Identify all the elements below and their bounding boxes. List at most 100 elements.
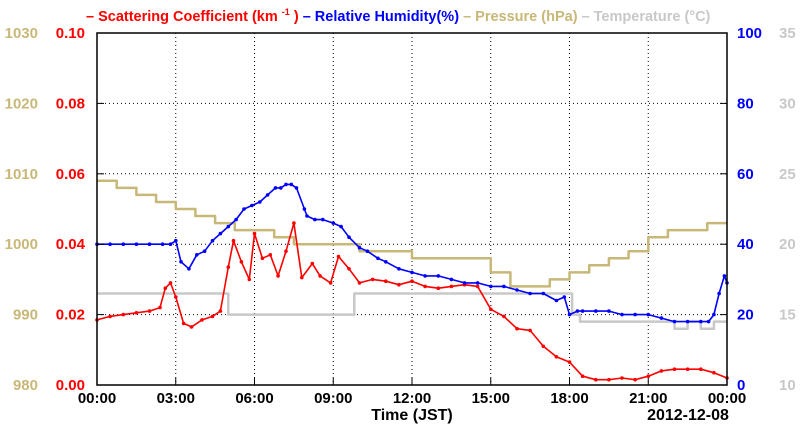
legend-temperature: – Temperature (°C) (582, 9, 711, 25)
data-point-scattering-coefficient (436, 286, 441, 291)
x-axis-title: Time (JST) (371, 407, 453, 424)
data-point-scattering-coefficient (276, 274, 280, 278)
data-point-relative-humidity (659, 316, 664, 320)
data-point-scattering-coefficient (410, 279, 414, 284)
data-point-relative-humidity (722, 274, 727, 278)
data-point-relative-humidity (339, 224, 343, 229)
scattering-tick-label: 0.02 (56, 307, 85, 324)
data-point-scattering-coefficient (699, 367, 703, 372)
data-point-relative-humidity (567, 312, 572, 317)
x-tick-label: 21:00 (629, 390, 667, 407)
data-point-scattering-coefficient (672, 367, 677, 372)
data-point-relative-humidity (436, 274, 441, 278)
scattering-tick-label: 0.10 (56, 25, 85, 42)
data-point-scattering-coefficient (370, 277, 375, 282)
data-point-relative-humidity (423, 274, 427, 278)
data-point-scattering-coefficient (284, 249, 288, 253)
data-point-relative-humidity (179, 260, 183, 264)
data-point-scattering-coefficient (310, 261, 315, 266)
data-point-scattering-coefficient (200, 318, 204, 322)
data-point-scattering-coefficient (218, 309, 223, 313)
data-point-scattering-coefficient (449, 284, 454, 289)
data-point-scattering-coefficient (397, 282, 401, 287)
temperature-tick-label: 10 (779, 377, 796, 394)
data-point-relative-humidity (134, 242, 139, 246)
data-point-scattering-coefficient (541, 344, 546, 349)
data-point-scattering-coefficient (239, 260, 244, 264)
data-point-relative-humidity (672, 319, 677, 324)
data-point-scattering-coefficient (134, 311, 139, 315)
data-point-scattering-coefficient (163, 286, 168, 291)
humidity-tick-label: 20 (737, 307, 754, 324)
data-point-relative-humidity (210, 238, 215, 243)
x-tick-label: 06:00 (235, 390, 273, 407)
data-point-scattering-coefficient (181, 321, 186, 326)
data-point-relative-humidity (365, 249, 370, 253)
legend-scattering: – Scattering Coefficient (km (86, 9, 278, 25)
data-point-relative-humidity (234, 217, 238, 222)
data-point-relative-humidity (279, 186, 283, 190)
data-point-scattering-coefficient (633, 377, 637, 382)
x-tick-label: 18:00 (550, 390, 588, 407)
data-point-relative-humidity (321, 217, 325, 222)
data-point-relative-humidity (554, 298, 559, 303)
data-point-relative-humidity (174, 238, 178, 243)
pressure-tick-label: 1010 (5, 166, 38, 183)
data-point-relative-humidity (541, 291, 546, 296)
data-point-relative-humidity (147, 242, 152, 246)
temperature-tick-label: 20 (779, 236, 796, 253)
scattering-tick-label: 0.08 (56, 95, 85, 112)
data-point-scattering-coefficient (158, 305, 162, 310)
pressure-tick-label: 980 (13, 377, 38, 394)
data-point-scattering-coefficient (336, 254, 341, 259)
data-point-scattering-coefficient (554, 355, 559, 359)
data-point-relative-humidity (284, 182, 288, 187)
data-point-scattering-coefficient (231, 238, 236, 243)
temperature-tick-label: 35 (779, 25, 796, 42)
x-tick-label: 09:00 (314, 390, 352, 407)
data-point-scattering-coefficient (300, 275, 304, 280)
data-point-scattering-coefficient (489, 307, 493, 312)
humidity-tick-label: 80 (737, 95, 754, 112)
data-point-relative-humidity (187, 267, 191, 271)
data-point-relative-humidity (108, 242, 112, 246)
data-point-scattering-coefficient (528, 328, 532, 333)
data-point-relative-humidity (313, 217, 317, 222)
data-point-relative-humidity (706, 319, 711, 324)
data-point-scattering-coefficient (580, 374, 585, 379)
data-point-relative-humidity (289, 182, 294, 187)
humidity-tick-label: 40 (737, 236, 754, 253)
series-line-temperature (97, 292, 727, 330)
data-point-scattering-coefficient (357, 281, 362, 285)
data-point-relative-humidity (699, 319, 703, 324)
data-point-relative-humidity (384, 260, 388, 264)
temperature-tick-label: 30 (779, 95, 796, 112)
data-point-relative-humidity (347, 235, 351, 239)
data-point-relative-humidity (242, 207, 246, 211)
data-point-relative-humidity (712, 312, 716, 317)
data-point-scattering-coefficient (260, 256, 265, 261)
data-point-relative-humidity (265, 193, 270, 197)
data-point-relative-humidity (528, 291, 532, 296)
data-point-relative-humidity (646, 312, 651, 317)
pressure-tick-label: 1000 (5, 236, 38, 253)
data-point-relative-humidity (121, 242, 126, 246)
data-point-relative-humidity (489, 284, 493, 289)
data-point-scattering-coefficient (594, 377, 598, 382)
data-point-scattering-coefficient (607, 377, 611, 382)
x-tick-label: 00:00 (708, 390, 746, 407)
data-point-scattering-coefficient (121, 312, 126, 317)
x-tick-label: 03:00 (157, 390, 195, 407)
data-point-scattering-coefficient (168, 281, 173, 285)
data-point-relative-humidity (717, 291, 721, 296)
scattering-tick-label: 0.04 (56, 236, 86, 253)
data-point-relative-humidity (685, 319, 690, 324)
data-point-relative-humidity (397, 267, 401, 271)
data-point-relative-humidity (502, 284, 506, 289)
series-line-pressure (97, 179, 727, 288)
data-point-scattering-coefficient (685, 367, 690, 372)
data-point-relative-humidity (633, 312, 637, 317)
data-point-relative-humidity (331, 221, 336, 225)
data-point-scattering-coefficient (502, 314, 506, 319)
data-point-scattering-coefficient (147, 309, 152, 313)
